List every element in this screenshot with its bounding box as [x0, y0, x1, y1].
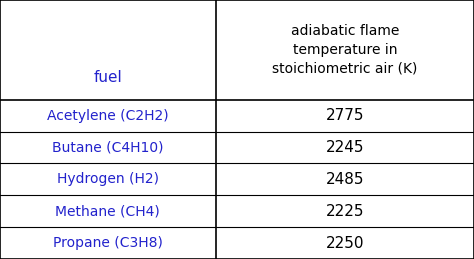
Text: adiabatic flame
temperature in
stoichiometric air (K): adiabatic flame temperature in stoichiom… — [272, 24, 418, 76]
Text: fuel: fuel — [93, 70, 122, 85]
Text: Acetylene (C2H2): Acetylene (C2H2) — [47, 109, 169, 123]
Text: 2250: 2250 — [326, 236, 364, 250]
Text: 2245: 2245 — [326, 140, 364, 155]
Text: Propane (C3H8): Propane (C3H8) — [53, 236, 163, 250]
Text: 2225: 2225 — [326, 204, 364, 219]
Text: Hydrogen (H2): Hydrogen (H2) — [57, 172, 159, 186]
Text: Methane (CH4): Methane (CH4) — [55, 204, 160, 218]
Text: 2485: 2485 — [326, 172, 364, 187]
Text: 2775: 2775 — [326, 108, 364, 123]
Text: Butane (C4H10): Butane (C4H10) — [52, 140, 164, 155]
